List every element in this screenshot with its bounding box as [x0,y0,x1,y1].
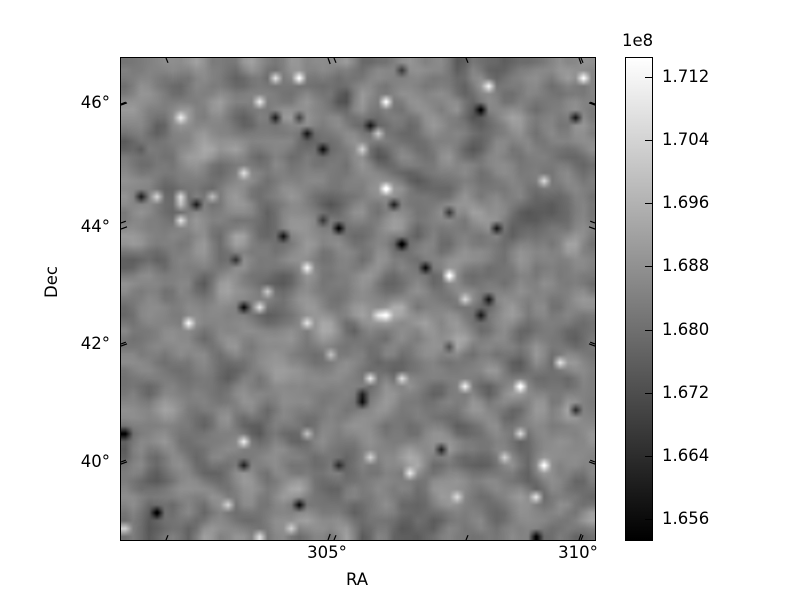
ytick-label-3: 40° [80,452,110,471]
colorbar-tick-label-6: 1.664 [662,445,710,465]
y-axis-title: Dec [42,266,61,298]
colorbar-tick-mark-3 [645,266,652,267]
ytick-label-0: 46° [80,93,110,112]
colorbar-tick-label-5: 1.672 [662,382,710,402]
colorbar[interactable] [625,57,653,541]
sky-image-axes[interactable] [120,57,596,541]
ytick-label-1: 44° [80,217,110,236]
colorbar-tick-label-4: 1.680 [662,319,710,339]
colorbar-tick-mark-7 [645,519,652,520]
colorbar-tick-label-7: 1.656 [662,508,710,528]
xtick-label-1: 310° [558,543,598,562]
colorbar-tick-mark-2 [645,203,652,204]
colorbar-tick-mark-1 [645,140,652,141]
colorbar-offset-text: 1e8 [622,31,654,50]
colorbar-tick-label-1: 1.704 [662,129,710,149]
colorbar-tick-label-2: 1.696 [662,192,710,212]
xtick-label-0: 305° [307,543,347,562]
colorbar-tick-label-0: 1.712 [662,66,710,86]
x-axis-title: RA [345,570,369,589]
colorbar-tick-mark-4 [645,330,652,331]
colorbar-tick-mark-0 [645,77,652,78]
ytick-label-2: 42° [80,334,110,353]
colorbar-tick-label-3: 1.688 [662,256,710,276]
colorbar-tick-mark-5 [645,393,652,394]
sky-image-heatmap [121,58,595,540]
colorbar-tick-mark-6 [645,456,652,457]
